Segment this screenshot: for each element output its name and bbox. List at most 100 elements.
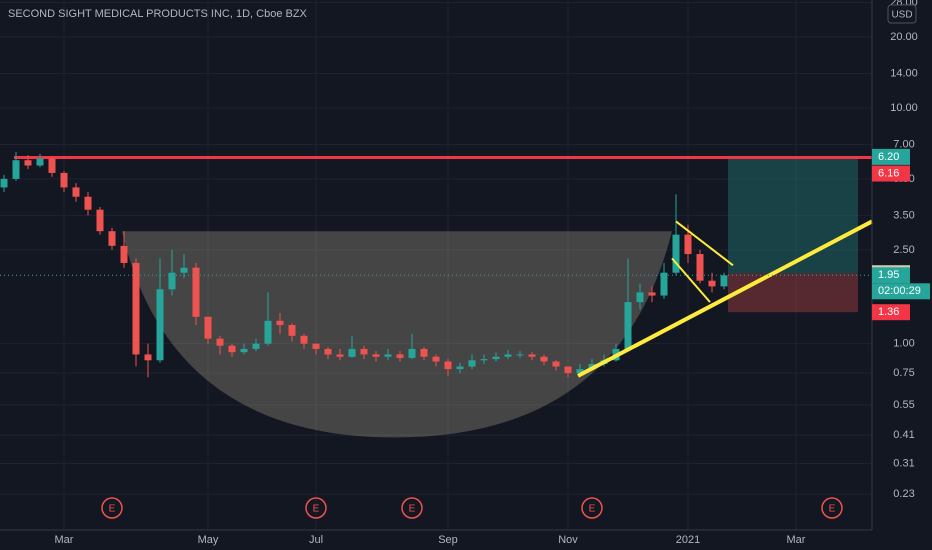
earnings-marker: [305, 497, 327, 519]
stop-zone: [728, 273, 858, 313]
candle-body: [672, 234, 680, 273]
candle-body: [144, 354, 152, 361]
earnings-label: E: [829, 504, 836, 515]
countdown-bg: [872, 283, 930, 300]
candle-body: [372, 354, 380, 357]
candle-body: [180, 267, 188, 273]
y-tick-label: 0.41: [893, 429, 914, 441]
candle-body: [456, 366, 464, 370]
currency-box: [887, 4, 917, 24]
y-tick-label: 10.00: [890, 102, 918, 114]
candle-body: [708, 280, 716, 287]
price-label-bg: [872, 304, 910, 321]
candle-body: [348, 348, 356, 357]
candle-body: [168, 272, 176, 290]
candle-body: [324, 348, 332, 355]
candle-body: [0, 178, 8, 188]
candle-body: [516, 354, 524, 356]
earnings-label: E: [589, 504, 596, 515]
candle-body: [444, 361, 452, 370]
price-label-bg: [872, 148, 910, 165]
candle-body: [36, 158, 44, 166]
countdown: 02:00:29: [878, 285, 921, 297]
flag-channel: [671, 220, 734, 303]
earnings-label: E: [409, 504, 416, 515]
candle-body: [684, 234, 692, 255]
candle-body: [564, 366, 572, 374]
candle-body: [252, 343, 260, 349]
candle-body: [276, 320, 284, 325]
currency[interactable]: USD: [891, 10, 912, 21]
candle-body: [240, 348, 248, 353]
candle-body: [48, 158, 56, 173]
candle-body: [432, 356, 440, 362]
earnings-label: E: [109, 504, 116, 515]
x-tick-label: 2021: [676, 534, 700, 546]
candle-body: [300, 335, 308, 344]
earnings-marker: [401, 497, 423, 519]
x-tick-label: Mar: [55, 534, 74, 546]
x-tick-label: May: [198, 534, 219, 546]
y-tick-label: 0.75: [893, 367, 914, 379]
x-tick-label: Sep: [438, 534, 458, 546]
earnings-label: E: [313, 504, 320, 515]
trend-line: [577, 219, 873, 378]
candle-body: [480, 359, 488, 361]
price-label-bg: [872, 267, 910, 284]
candle-body: [312, 343, 320, 349]
candle-body: [720, 275, 728, 287]
price-label-bg: [872, 165, 910, 182]
candle-body: [576, 369, 584, 374]
candle-body: [84, 196, 92, 210]
candle-body: [636, 292, 644, 303]
candle-body: [72, 187, 80, 197]
earnings-marker: [821, 497, 843, 519]
price-label: 6.16: [878, 167, 899, 179]
candle-body: [336, 354, 344, 357]
candle-body: [228, 345, 236, 353]
y-tick-label: 0.23: [893, 488, 914, 500]
candle-body: [120, 245, 128, 263]
y-tick-label: 0.31: [893, 457, 914, 469]
candle-body: [192, 267, 200, 317]
candle-body: [60, 172, 68, 188]
candle-body: [492, 356, 500, 360]
candle-body: [468, 360, 476, 367]
y-tick-label: 3.50: [893, 209, 914, 221]
y-tick-label: 2.50: [893, 244, 914, 256]
candle-body: [660, 272, 668, 296]
candle-body: [384, 354, 392, 357]
price-label: 1.95: [878, 269, 899, 281]
candle-body: [132, 262, 140, 355]
candle-body: [528, 354, 536, 357]
candle-body: [204, 316, 212, 339]
price-label: 1.36: [878, 306, 899, 318]
candle-body: [624, 302, 632, 349]
earnings-marker: [101, 497, 123, 519]
y-tick-label: 0.55: [893, 399, 914, 411]
candle-body: [96, 209, 104, 232]
cup-drawing: [122, 231, 672, 438]
candle-body: [396, 354, 404, 358]
candle-body: [264, 320, 272, 344]
price-label: 6.20: [878, 151, 899, 163]
candle-body: [360, 348, 368, 355]
y-tick-label: 20.00: [890, 31, 918, 43]
candle-body: [288, 324, 296, 336]
candle-body: [540, 356, 548, 362]
candle-body: [408, 348, 416, 358]
y-tick-label: 7.00: [893, 138, 914, 150]
x-tick-label: Mar: [787, 534, 806, 546]
candle-body: [648, 292, 656, 296]
candle-body: [696, 254, 704, 281]
y-tick-label: 14.00: [890, 67, 918, 79]
x-tick-label: Jul: [309, 534, 323, 546]
candle-body: [216, 338, 224, 346]
candle-body: [552, 361, 560, 367]
earnings-marker: [581, 497, 603, 519]
y-tick-label: 1.00: [893, 338, 914, 350]
chart-title: SECOND SIGHT MEDICAL PRODUCTS INC, 1D, C…: [8, 8, 308, 20]
candle-body: [156, 289, 164, 361]
candle-body: [12, 160, 20, 179]
